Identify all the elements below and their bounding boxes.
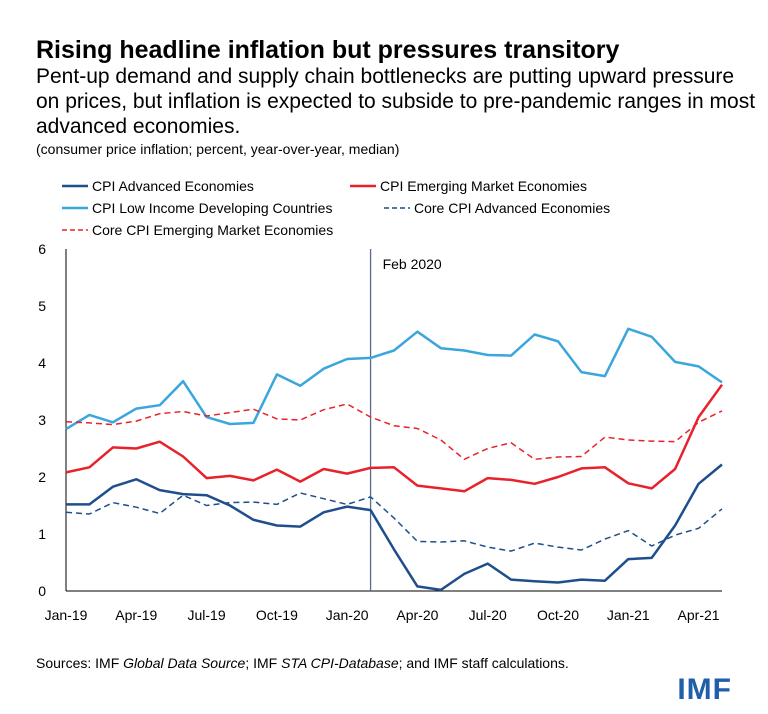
series-line-cpi-advanced-economies (66, 463, 723, 592)
units-note: (consumer price inflation; percent, year… (36, 141, 400, 157)
legend-item-cpi-lidc: CPI Low Income Developing Countries (62, 200, 332, 216)
series-line-core-cpi-emerging-market-economies (65, 403, 723, 461)
source-note: Sources: IMF Global Data Source; IMF STA… (36, 655, 569, 671)
x-tick-label: Apr-19 (115, 607, 157, 623)
series-line-cpi-emerging-market-economies (65, 383, 724, 493)
legend-swatch-core-ae (384, 207, 410, 209)
legend-item-core-em: Core CPI Emerging Market Economies (62, 222, 333, 238)
y-tick-label: 2 (38, 469, 46, 485)
source-suffix: ; and IMF staff calculations. (398, 655, 569, 671)
series-line-core-cpi-advanced-economies (65, 492, 723, 552)
legend-label: Core CPI Emerging Market Economies (92, 222, 334, 238)
legend-item-core-ae: Core CPI Advanced Economies (384, 200, 610, 216)
legend-item-cpi-ae: CPI Advanced Economies (62, 178, 254, 194)
legend-item-cpi-em: CPI Emerging Market Economies (350, 178, 587, 194)
x-tick-label: Apr-21 (678, 607, 720, 623)
chart-subtitle: Pent-up demand and supply chain bottlene… (36, 65, 756, 138)
y-tick-label: 3 (38, 412, 46, 428)
legend-label: CPI Emerging Market Economies (380, 178, 587, 194)
x-tick-label: Jan-21 (607, 607, 650, 623)
series-line-cpi-low-income-developing-countries (65, 327, 723, 431)
x-tick-label: Jan-20 (326, 607, 369, 623)
legend-swatch-cpi-ae (62, 184, 88, 188)
source-sta-cpi-database: STA CPI-Database (281, 655, 399, 671)
legend-label: Core CPI Advanced Economies (414, 200, 611, 216)
legend-swatch-cpi-lidc (62, 206, 88, 210)
feb-2020-annotation: Feb 2020 (383, 256, 442, 272)
source-prefix: Sources: IMF (36, 655, 124, 671)
legend-label: CPI Advanced Economies (92, 178, 254, 194)
x-tick-label: Jan-19 (45, 607, 88, 623)
legend-swatch-cpi-em (350, 184, 376, 188)
y-tick-label: 6 (38, 241, 46, 257)
x-tick-label: Jul-19 (188, 607, 226, 623)
legend-swatch-core-em (62, 229, 88, 231)
source-mid: ; IMF (245, 655, 282, 671)
imf-logo: IMF (677, 673, 732, 706)
legend-label: CPI Low Income Developing Countries (92, 200, 333, 216)
x-tick-label: Jul-20 (469, 607, 507, 623)
chart-title: Rising headline inflation but pressures … (36, 36, 620, 64)
x-tick-label: Oct-19 (256, 607, 298, 623)
y-tick-label: 5 (38, 298, 46, 314)
source-global-data-source: Global Data Source (123, 655, 246, 671)
x-tick-label: Oct-20 (537, 607, 579, 623)
x-tick-label: Apr-20 (396, 607, 438, 623)
y-tick-label: 0 (38, 583, 46, 599)
y-tick-label: 1 (38, 526, 46, 542)
y-tick-label: 4 (38, 355, 46, 371)
line-chart: 0 1 2 3 4 5 6 Jan-19 Apr-19 Jul-19 Oct-19 Jan-20 Apr… (38, 241, 724, 623)
